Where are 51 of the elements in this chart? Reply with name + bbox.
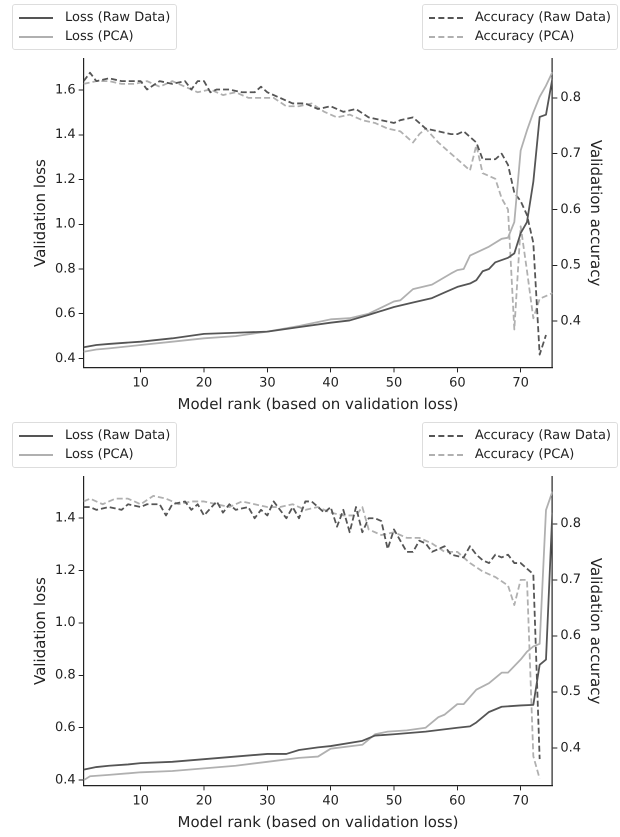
y2-tick-label: 0.4 [560, 740, 582, 756]
y2-tick-label: 0.7 [560, 572, 582, 588]
x-tick-label: 10 [132, 794, 149, 809]
y-tick-label: 1.6 [54, 82, 76, 98]
y-tick-label: 1.0 [54, 615, 76, 630]
x-tick-label: 10 [132, 376, 149, 391]
y-tick-label: 0.8 [54, 668, 76, 683]
x-tick-label: 50 [386, 376, 402, 391]
y-tick-label: 1.4 [54, 510, 76, 526]
y-axis-title: Validation loss [30, 159, 49, 268]
legend-label: Loss (Raw Data) [65, 428, 170, 443]
y2-tick-label: 0.8 [560, 516, 582, 532]
y-tick-label: 0.8 [54, 261, 76, 276]
x-tick-label: 40 [322, 794, 339, 809]
x-tick-label: 30 [259, 376, 276, 391]
y2-tick-label: 0.7 [560, 146, 582, 162]
y-tick-label: 0.4 [54, 350, 76, 366]
x-axis-title: Model rank (based on validation loss) [178, 812, 458, 831]
x-tick-label: 30 [259, 794, 276, 809]
y2-tick-label: 0.8 [560, 90, 582, 106]
y-tick-label: 1.4 [54, 127, 76, 142]
y-axis-title: Validation loss [30, 577, 49, 686]
y-tick-label: 0.6 [54, 720, 76, 736]
x-tick-label: 60 [449, 376, 466, 391]
legend-label: Loss (PCA) [65, 447, 134, 462]
x-tick-label: 40 [322, 376, 339, 391]
y2-tick-label: 0.4 [560, 313, 582, 328]
y-tick-label: 1.2 [54, 172, 76, 187]
y2-tick-label: 0.5 [560, 258, 582, 273]
legend-label: Accuracy (PCA) [474, 29, 574, 44]
x-tick-label: 60 [449, 794, 466, 809]
legend-label: Accuracy (PCA) [474, 447, 574, 462]
legend-label: Loss (Raw Data) [65, 10, 170, 25]
y-tick-label: 1.0 [54, 216, 76, 232]
x-tick-label: 20 [196, 794, 212, 809]
x-tick-label: 20 [196, 376, 212, 391]
legend-label: Loss (PCA) [65, 29, 134, 44]
legend-label: Accuracy (Raw Data) [474, 428, 611, 443]
y2-axis-title: Validation accuracy [587, 140, 606, 286]
y2-tick-label: 0.6 [560, 628, 582, 644]
y2-tick-label: 0.6 [560, 202, 582, 217]
y2-axis-title: Validation accuracy [587, 558, 606, 704]
y-tick-label: 0.6 [54, 306, 76, 322]
y2-tick-label: 0.5 [560, 684, 582, 700]
y-tick-label: 0.4 [54, 772, 76, 788]
x-axis-title: Model rank (based on validation loss) [178, 394, 458, 413]
x-tick-label: 50 [386, 794, 402, 809]
x-tick-label: 70 [512, 376, 529, 391]
x-tick-label: 70 [512, 794, 529, 809]
legend-label: Accuracy (Raw Data) [474, 10, 611, 25]
y-tick-label: 1.2 [54, 562, 76, 578]
